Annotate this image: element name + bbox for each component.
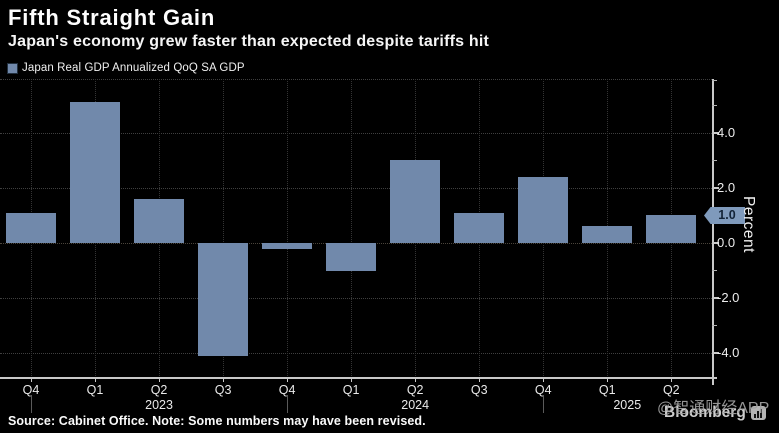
y-tick-label: 4.0: [717, 124, 736, 140]
y-minor-tick: [712, 270, 717, 272]
x-tick: [479, 378, 481, 382]
bloomberg-logo-text: Bloomberg: [664, 404, 746, 421]
x-tick: [95, 378, 97, 382]
bar-q3-7: [454, 212, 505, 243]
y-axis-title: Percent: [740, 196, 757, 253]
y-major-tick: [712, 131, 719, 134]
x-tick: [351, 378, 353, 382]
x-tick: [287, 378, 289, 382]
v-gridline: [223, 79, 225, 378]
x-tick: [607, 378, 609, 382]
y-major-tick: [712, 186, 719, 189]
x-tick: [31, 378, 32, 382]
bar-q2-2: [134, 198, 185, 243]
x-tick-label: Q1: [342, 383, 360, 397]
chart-subtitle: Japan's economy grew faster than expecte…: [8, 33, 490, 50]
h-gridline: [0, 132, 712, 134]
year-divider: [287, 395, 289, 413]
x-tick-label: Q4: [22, 383, 40, 397]
y-tick-label: -2.0: [717, 290, 740, 306]
year-divider: [31, 395, 32, 413]
source-note: Source: Cabinet Office. Note: Some numbe…: [8, 414, 426, 428]
x-tick: [671, 378, 673, 382]
v-gridline: [351, 79, 353, 378]
y-minor-tick: [712, 325, 717, 327]
y-minor-tick: [712, 104, 717, 106]
x-tick: [159, 378, 161, 382]
x-tick-label: Q1: [598, 383, 616, 397]
legend: Japan Real GDP Annualized QoQ SA GDP: [7, 62, 245, 74]
year-label: 2023: [145, 398, 173, 412]
x-tick-label: Q4: [278, 383, 296, 397]
bar-q1-1: [70, 102, 121, 243]
legend-swatch-icon: [7, 62, 18, 74]
bar-q4-8: [518, 176, 569, 243]
x-tick-label: Q3: [214, 383, 232, 397]
v-gridline: [287, 79, 289, 378]
x-tick: [543, 378, 545, 382]
bloomberg-logo: Bloomberg: [664, 404, 766, 422]
bar-q2-6: [390, 160, 441, 243]
bar-q3-3: [198, 243, 249, 357]
bar-q2-10: [646, 215, 697, 243]
x-tick-label: Q3: [470, 383, 488, 397]
last-value-badge: 1.0: [704, 207, 745, 224]
bar-q4-4: [262, 243, 313, 249]
bar-q4-0: [6, 212, 56, 243]
y-tick-label: 2.0: [717, 179, 736, 195]
watermark: @智通财经APP: [657, 400, 770, 417]
x-tick-label: Q1: [86, 383, 104, 397]
year-divider: [543, 395, 545, 413]
y-tick-label: 0.0: [717, 235, 736, 250]
year-label: 2025: [613, 398, 642, 412]
x-tick-label: Q2: [406, 383, 424, 397]
y-major-tick: [712, 352, 719, 355]
y-minor-tick: [712, 80, 717, 81]
y-tick-label: -4.0: [717, 345, 740, 361]
y-major-tick: [712, 297, 719, 300]
x-tick-label: Q2: [662, 383, 680, 397]
h-gridline: [0, 298, 712, 300]
bar-chart-icon: [750, 406, 766, 420]
y-axis-line: [712, 79, 714, 385]
x-tick: [415, 378, 417, 382]
x-tick-label: Q4: [534, 383, 552, 397]
y-major-tick: [712, 242, 719, 244]
bar-q1-5: [326, 243, 377, 271]
year-label: 2024: [401, 398, 430, 412]
x-tick-label: Q2: [150, 383, 168, 397]
h-gridline: [0, 353, 712, 355]
x-axis-line: [0, 377, 717, 379]
bar-q1-9: [582, 226, 633, 243]
legend-label: Japan Real GDP Annualized QoQ SA GDP: [22, 62, 245, 74]
x-tick: [223, 378, 225, 382]
h-gridline: [0, 187, 712, 189]
h-gridline: [0, 79, 712, 80]
chart-title: Fifth Straight Gain: [8, 5, 216, 30]
y-minor-tick: [712, 159, 717, 161]
